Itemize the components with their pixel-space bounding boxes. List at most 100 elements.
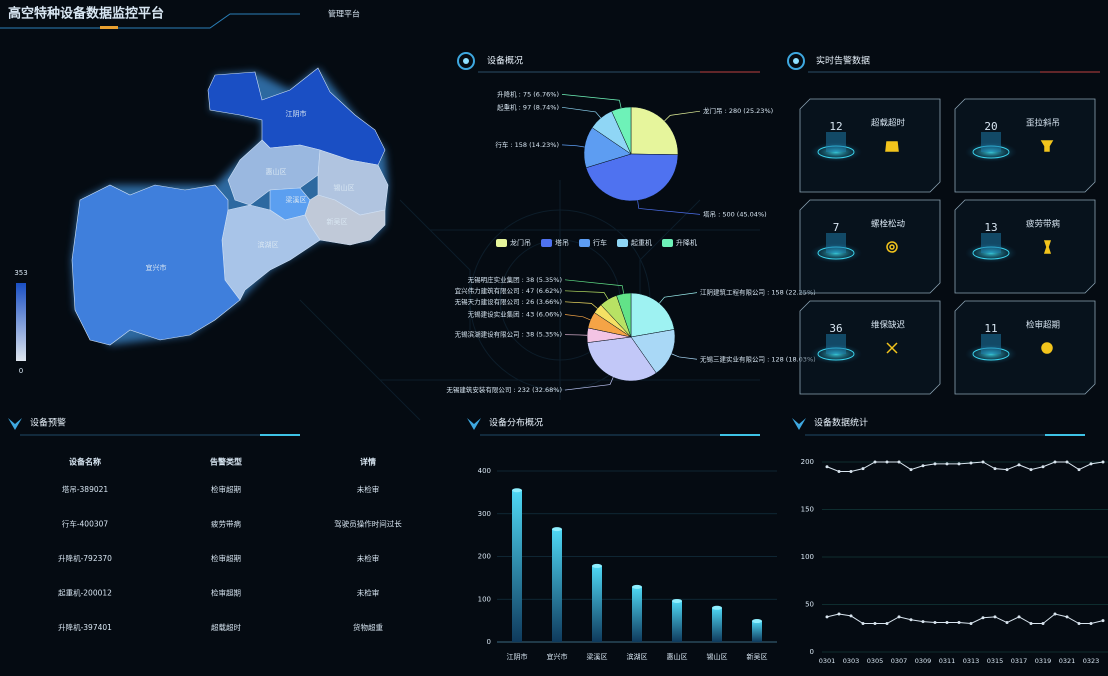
slice-label: 无锡滨湖建设有限公司 : 38 (5.35%) bbox=[455, 330, 562, 339]
line-point bbox=[873, 460, 877, 464]
line-point bbox=[1029, 622, 1033, 625]
x-tick-label: 宜兴市 bbox=[547, 652, 568, 661]
label-line bbox=[561, 94, 622, 109]
alarm-icon bbox=[886, 241, 898, 253]
visual-map-min: 0 bbox=[19, 367, 23, 375]
label-line bbox=[561, 144, 585, 148]
line-point bbox=[981, 460, 985, 464]
x-tick-label: 0311 bbox=[939, 657, 956, 665]
alarm-card[interactable]: 11 检审超期 bbox=[954, 300, 1096, 395]
line-point bbox=[1041, 465, 1045, 469]
y-tick-label: 200 bbox=[478, 553, 491, 561]
line-point bbox=[993, 615, 997, 619]
table-header: 告警类型 bbox=[210, 457, 242, 467]
line-point bbox=[909, 468, 913, 472]
line-point bbox=[1053, 460, 1057, 464]
x-tick-label: 0313 bbox=[963, 657, 980, 665]
label-line bbox=[561, 106, 602, 119]
legend-swatch bbox=[541, 239, 552, 247]
label-line bbox=[564, 314, 591, 321]
map-region[interactable] bbox=[304, 194, 386, 246]
line-point bbox=[861, 622, 865, 625]
table-cell: 塔吊-389021 bbox=[62, 484, 109, 494]
bar-cap bbox=[672, 598, 682, 603]
y-tick-label: 0 bbox=[810, 648, 814, 656]
x-tick-label: 0307 bbox=[891, 657, 908, 665]
alarm-card[interactable]: 20 歪拉斜吊 bbox=[954, 98, 1096, 193]
pie-slice bbox=[616, 292, 632, 338]
alarm-label: 维保缺迟 bbox=[871, 320, 906, 331]
line-point bbox=[861, 467, 865, 471]
table-cell: 检审超期 bbox=[211, 484, 241, 494]
line-point bbox=[825, 615, 829, 619]
alarm-card[interactable]: 36 维保缺迟 bbox=[799, 300, 941, 395]
x-tick-label: 新吴区 bbox=[747, 652, 768, 661]
card-frame bbox=[954, 199, 1096, 294]
bar bbox=[752, 621, 762, 642]
label-line bbox=[564, 290, 609, 300]
card-frame bbox=[799, 199, 941, 294]
alarm-count: 13 bbox=[984, 221, 997, 234]
x-tick-label: 0319 bbox=[1035, 657, 1052, 665]
x-tick-label: 滨湖区 bbox=[627, 652, 648, 661]
x-tick-label: 0315 bbox=[987, 657, 1004, 665]
nav-link[interactable]: 管理平台 bbox=[328, 9, 360, 19]
platform-beam bbox=[981, 334, 1001, 354]
line-point bbox=[969, 461, 973, 465]
line-point bbox=[1101, 619, 1105, 623]
line-point bbox=[957, 621, 961, 625]
table-cell: 未检审 bbox=[357, 588, 380, 598]
table-cell: 超载超时 bbox=[211, 622, 241, 632]
alarm-count: 11 bbox=[984, 322, 997, 335]
table-header: 设备名称 bbox=[69, 457, 101, 467]
y-tick-label: 300 bbox=[478, 510, 491, 518]
line-point bbox=[945, 621, 949, 625]
alarm-icon bbox=[1041, 342, 1053, 354]
platform-beam bbox=[826, 334, 846, 354]
section-header: 设备数据统计 bbox=[792, 417, 1085, 436]
section-title: 实时告警数据 bbox=[816, 55, 870, 67]
table-cell: 升降机-397401 bbox=[58, 622, 112, 632]
section-title: 设备预警 bbox=[30, 417, 66, 429]
table-cell: 驾驶员操作时间过长 bbox=[334, 519, 402, 529]
alarm-label: 疲劳带病 bbox=[1026, 219, 1061, 230]
slice-label: 无锡建筑安装有限公司 : 232 (32.68%) bbox=[446, 385, 562, 394]
alarm-card[interactable]: 13 疲劳带病 bbox=[954, 199, 1096, 294]
alarm-count: 36 bbox=[829, 322, 842, 335]
region-label: 梁溪区 bbox=[286, 195, 307, 204]
bar-cap bbox=[712, 605, 722, 610]
y-tick-label: 100 bbox=[801, 553, 814, 561]
x-tick-label: 江阴市 bbox=[507, 652, 528, 661]
bar bbox=[672, 600, 682, 642]
line-point bbox=[1017, 615, 1021, 619]
y-tick-label: 100 bbox=[478, 595, 491, 603]
table-cell: 疲劳带病 bbox=[211, 519, 241, 529]
card-frame bbox=[799, 300, 941, 395]
alarm-count: 12 bbox=[829, 120, 842, 133]
visual-map-max: 353 bbox=[14, 269, 27, 277]
bar-cap bbox=[552, 527, 562, 532]
line-point bbox=[909, 618, 913, 622]
map-region[interactable] bbox=[71, 184, 241, 346]
pie-slice bbox=[630, 329, 676, 374]
legend-label: 塔吊 bbox=[555, 238, 569, 247]
line-point bbox=[1041, 622, 1045, 625]
x-tick-label: 0321 bbox=[1059, 657, 1076, 665]
label-line bbox=[637, 200, 701, 215]
card-frame bbox=[799, 98, 941, 193]
slice-label: 无锡天力建设有限公司 : 26 (3.66%) bbox=[455, 297, 562, 306]
region-label: 宜兴市 bbox=[146, 263, 167, 272]
table-cell: 货物超重 bbox=[353, 622, 383, 632]
line-point bbox=[1017, 463, 1021, 467]
bar bbox=[592, 565, 602, 642]
slice-label: 江阴建筑工程有限公司 : 158 (22.25%) bbox=[700, 288, 816, 297]
line-point bbox=[957, 462, 961, 466]
label-line bbox=[564, 334, 588, 336]
section-title: 设备数据统计 bbox=[814, 417, 868, 429]
alarm-card[interactable]: 12 超载超时 bbox=[799, 98, 941, 193]
legend-swatch bbox=[579, 239, 590, 247]
line-point bbox=[921, 620, 925, 624]
alarm-card[interactable]: 7 螺栓松动 bbox=[799, 199, 941, 294]
bar bbox=[712, 607, 722, 642]
